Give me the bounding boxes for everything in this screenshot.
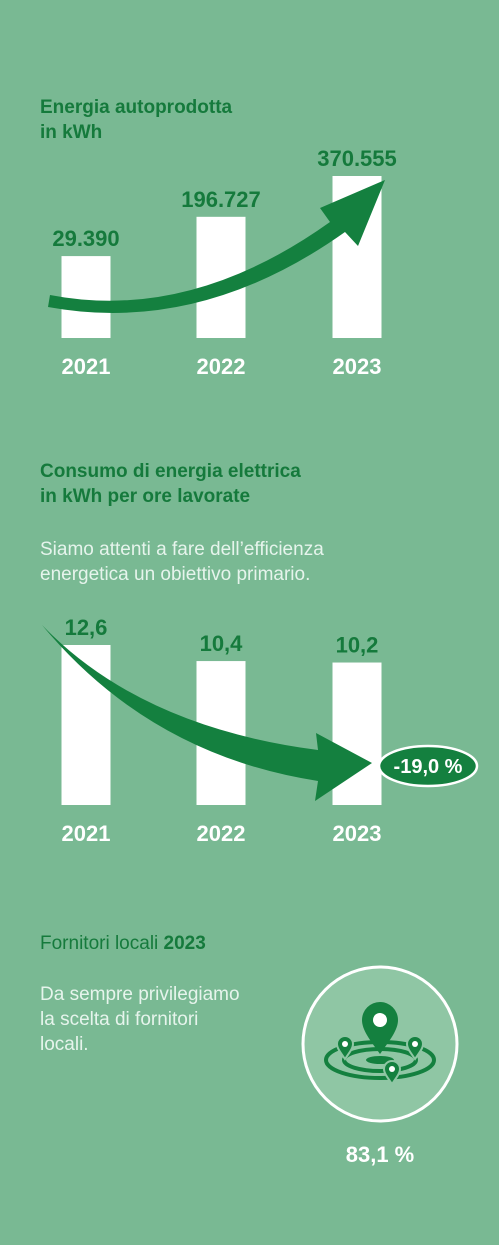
section3-title-year: 2023 — [163, 933, 206, 954]
value-label-2023: 370.555 — [317, 146, 397, 171]
trend-up-arrow — [48, 180, 385, 313]
section1-title-line2: in kWh — [40, 122, 103, 143]
section2-title-line1: Consumo di energia elettrica — [40, 461, 301, 482]
section1-title-line1: Energia autoprodotta — [40, 97, 233, 118]
reduction-badge: -19,0 % — [377, 744, 479, 788]
chart-energy-self-produced: 29.390 2021 196.727 2022 370.555 2023 — [48, 146, 397, 379]
year-label-2023: 2023 — [333, 821, 382, 846]
section3-desc-line1: Da sempre privilegiamo — [40, 984, 240, 1005]
section3-title-text: Fornitori locali — [40, 933, 159, 954]
section2-desc-line2: energetica un obiettivo primario. — [40, 564, 311, 585]
value-label-2021: 29.390 — [52, 226, 119, 251]
bar-2021 — [61, 256, 111, 338]
section1-title: Energia autoprodotta in kWh — [40, 95, 232, 145]
location-pins-icon — [301, 965, 459, 1123]
year-label-2022: 2022 — [197, 354, 246, 379]
local-suppliers-circle — [300, 964, 460, 1124]
section3-title: Fornitori locali 2023 — [40, 931, 206, 956]
trend-down-arrow — [42, 625, 372, 801]
section3-desc-line2: la scelta di fornitori — [40, 1009, 199, 1030]
reduction-badge-text: -19,0 % — [394, 756, 463, 778]
year-label-2021: 2021 — [62, 821, 111, 846]
section2-description: Siamo attenti a fare dell’efficienza ene… — [40, 537, 324, 587]
year-label-2022: 2022 — [197, 821, 246, 846]
section3-desc-line3: locali. — [40, 1034, 89, 1055]
section2-desc-line1: Siamo attenti a fare dell’efficienza — [40, 539, 324, 560]
year-label-2023: 2023 — [333, 354, 382, 379]
bar-2021 — [61, 645, 111, 805]
value-label-2022: 196.727 — [181, 187, 261, 212]
section2-title-line2: in kWh per ore lavorate — [40, 486, 251, 507]
value-label-2022: 10,4 — [200, 631, 244, 656]
section3-description: Da sempre privilegiamo la scelta di forn… — [40, 982, 240, 1057]
local-suppliers-percent: 83,1 % — [345, 1142, 415, 1167]
value-label-2023: 10,2 — [336, 633, 379, 658]
section2-title: Consumo di energia elettrica in kWh per … — [40, 459, 301, 509]
chart-electricity-consumption: 12,6 2021 10,4 2022 10,2 2023 -19,0 % — [42, 615, 479, 846]
year-label-2021: 2021 — [62, 354, 111, 379]
value-label-2021: 12,6 — [65, 615, 108, 640]
